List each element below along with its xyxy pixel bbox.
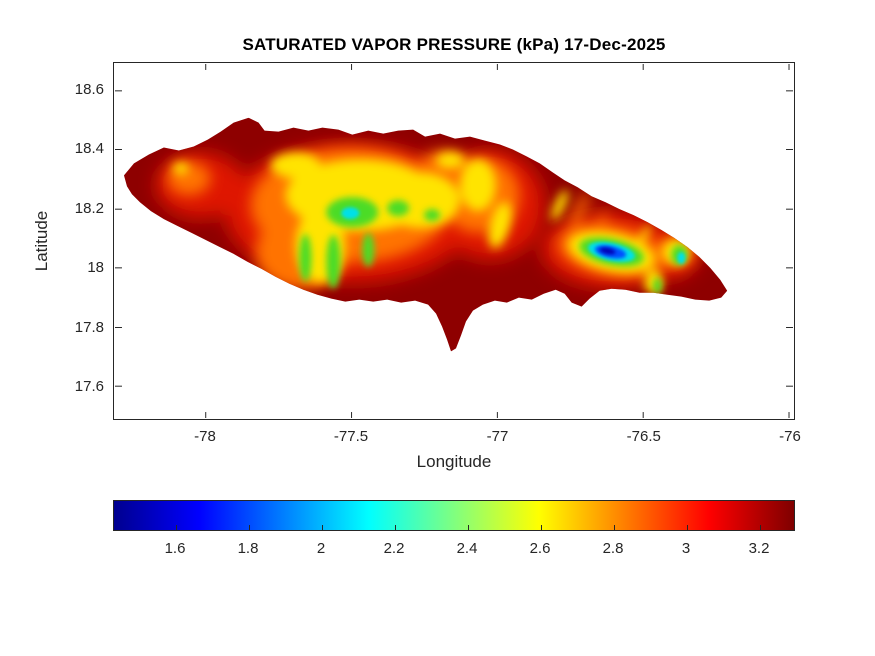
colorbar-tick-mark [249, 525, 250, 530]
y-tick-label: 17.8 [74, 319, 104, 336]
jamaica-contour-map [114, 63, 794, 419]
x-tick-label: -76 [779, 428, 801, 445]
colorbar-tick-mark [395, 525, 396, 530]
colorbar-tick-mark [760, 525, 761, 530]
x-axis-label: Longitude [416, 452, 492, 471]
colorbar-tick-label: 2 [316, 540, 326, 557]
colorbar-tick-mark [541, 525, 542, 530]
y-tick-label: 18.2 [74, 200, 104, 217]
plot-area [113, 62, 795, 420]
y-tick-label: 17.6 [74, 378, 104, 395]
chart-title: SATURATED VAPOR PRESSURE (kPa) 17-Dec-20… [242, 35, 666, 54]
colorbar-tick-mark [468, 525, 469, 530]
colorbar-tick-label: 2.6 [529, 540, 551, 557]
colorbar-tick-label: 1.6 [164, 540, 186, 557]
x-tick-label: -77.5 [333, 428, 369, 445]
colorbar-tick-label: 3 [681, 540, 691, 557]
colorbar-tick-label: 3.2 [748, 540, 770, 557]
axis-tick-marks [114, 63, 794, 419]
x-tick-label: -76.5 [626, 428, 661, 445]
y-tick-label: 18 [87, 259, 104, 276]
colorbar-tick-mark [176, 525, 177, 530]
x-tick-label: -78 [194, 428, 216, 445]
colorbar-tick-label: 2.2 [383, 540, 405, 557]
colorbar-tick-label: 1.8 [237, 540, 259, 557]
y-tick-label: 18.4 [74, 140, 104, 157]
colorbar-tick-mark [322, 525, 323, 530]
colorbar-tick-label: 2.8 [602, 540, 624, 557]
x-tick-label: -77 [486, 428, 509, 445]
colorbar-tick-mark [614, 525, 615, 530]
colorbar-tick-mark [687, 525, 688, 530]
y-tick-label: 18.6 [74, 81, 104, 98]
colorbar-tick-label: 2.4 [456, 540, 478, 557]
colorbar [113, 500, 795, 531]
contour-fill-layers [123, 117, 728, 352]
y-axis-label: Latitude [32, 210, 51, 272]
